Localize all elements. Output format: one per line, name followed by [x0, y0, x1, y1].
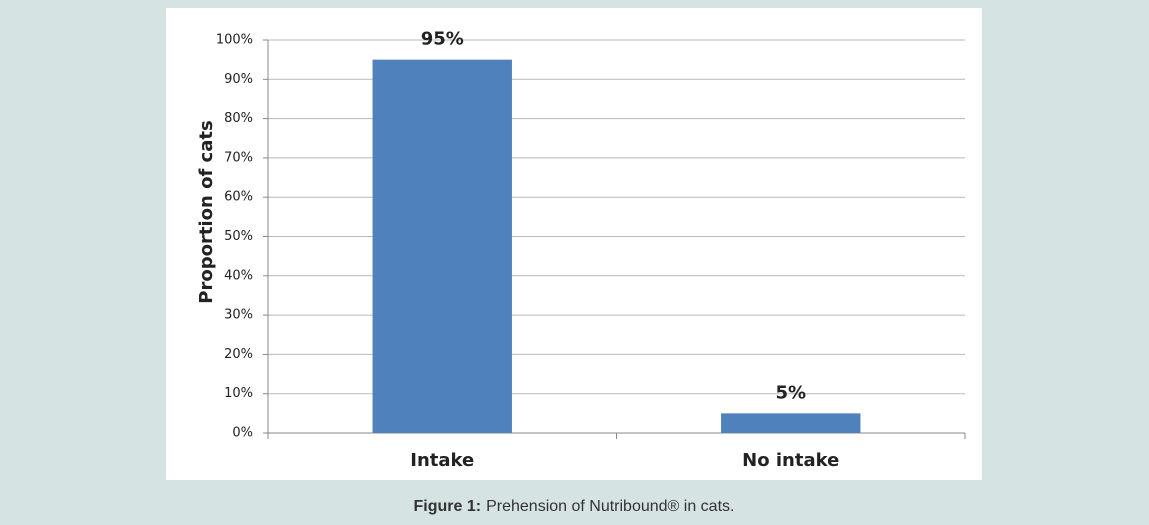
y-tick-label: 50% — [224, 229, 253, 244]
value-label: 95% — [421, 29, 464, 50]
y-tick-label: 30% — [224, 308, 253, 323]
y-axis-label: Proportion of cats — [196, 120, 217, 303]
y-tick-label: 10% — [224, 386, 253, 401]
caption-text: Prehension of Nutribound® in cats. — [486, 498, 734, 515]
y-tick-label: 90% — [224, 72, 253, 87]
y-tick-label: 0% — [232, 426, 253, 441]
y-tick-label: 80% — [224, 111, 253, 126]
y-tick-label: 70% — [224, 150, 253, 165]
y-tick-label: 60% — [224, 190, 253, 205]
y-tick-label: 100% — [216, 33, 253, 48]
x-tick-label: Intake — [410, 450, 474, 471]
bar — [721, 413, 861, 433]
y-tick-label: 20% — [224, 347, 253, 362]
y-tick-label: 40% — [224, 268, 253, 283]
bar — [372, 59, 512, 434]
value-label: 5% — [775, 382, 806, 403]
x-tick-label: No intake — [742, 450, 839, 471]
caption: Figure 1: Prehension of Nutribound® in ca… — [414, 498, 735, 515]
caption-label: Figure 1: — [414, 498, 482, 515]
chart-panel — [166, 8, 982, 480]
